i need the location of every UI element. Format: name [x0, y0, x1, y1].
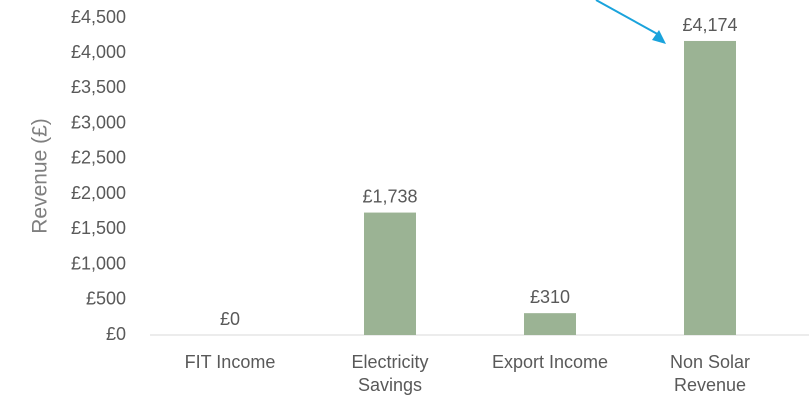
x-category-label: Revenue	[674, 375, 746, 395]
annotation-arrow	[595, 0, 662, 37]
y-axis-ticks: £0 £500 £1,000 £1,500 £2,000 £2,500 £3,000 £3,5…	[71, 7, 126, 344]
annotation-arrow-head	[652, 30, 666, 44]
data-label: £4,174	[682, 15, 737, 35]
y-tick-label: £2,000	[71, 183, 126, 203]
y-tick-label: £4,000	[71, 42, 126, 62]
x-category-label: Non Solar	[670, 352, 750, 372]
y-tick-label: £3,500	[71, 77, 126, 97]
x-category-label: Savings	[358, 375, 422, 395]
y-tick-label: £1,000	[71, 253, 126, 273]
y-tick-label: £2,500	[71, 148, 126, 168]
y-tick-label: £1,500	[71, 218, 126, 238]
bar	[364, 212, 416, 335]
data-label: £310	[530, 287, 570, 307]
annotation	[595, 0, 666, 44]
y-axis-title: Revenue (£)	[29, 118, 52, 234]
bar	[524, 313, 576, 335]
bar	[684, 40, 736, 335]
x-category-label: FIT Income	[185, 352, 276, 372]
bars	[364, 40, 736, 335]
category-labels: FIT Income Electricity Savings Export Incom…	[185, 352, 750, 395]
y-axis-title-group: Revenue (£)	[29, 118, 52, 234]
y-tick-label: £0	[106, 324, 126, 344]
data-labels: £0 £1,738 £310 £4,174	[220, 15, 738, 329]
y-tick-label: £3,000	[71, 112, 126, 132]
x-category-label: Electricity	[351, 352, 428, 372]
data-label: £1,738	[362, 187, 417, 207]
y-tick-label: £4,500	[71, 7, 126, 27]
y-tick-label: £500	[86, 289, 126, 309]
data-label: £0	[220, 309, 240, 329]
x-category-label: Export Income	[492, 352, 608, 372]
